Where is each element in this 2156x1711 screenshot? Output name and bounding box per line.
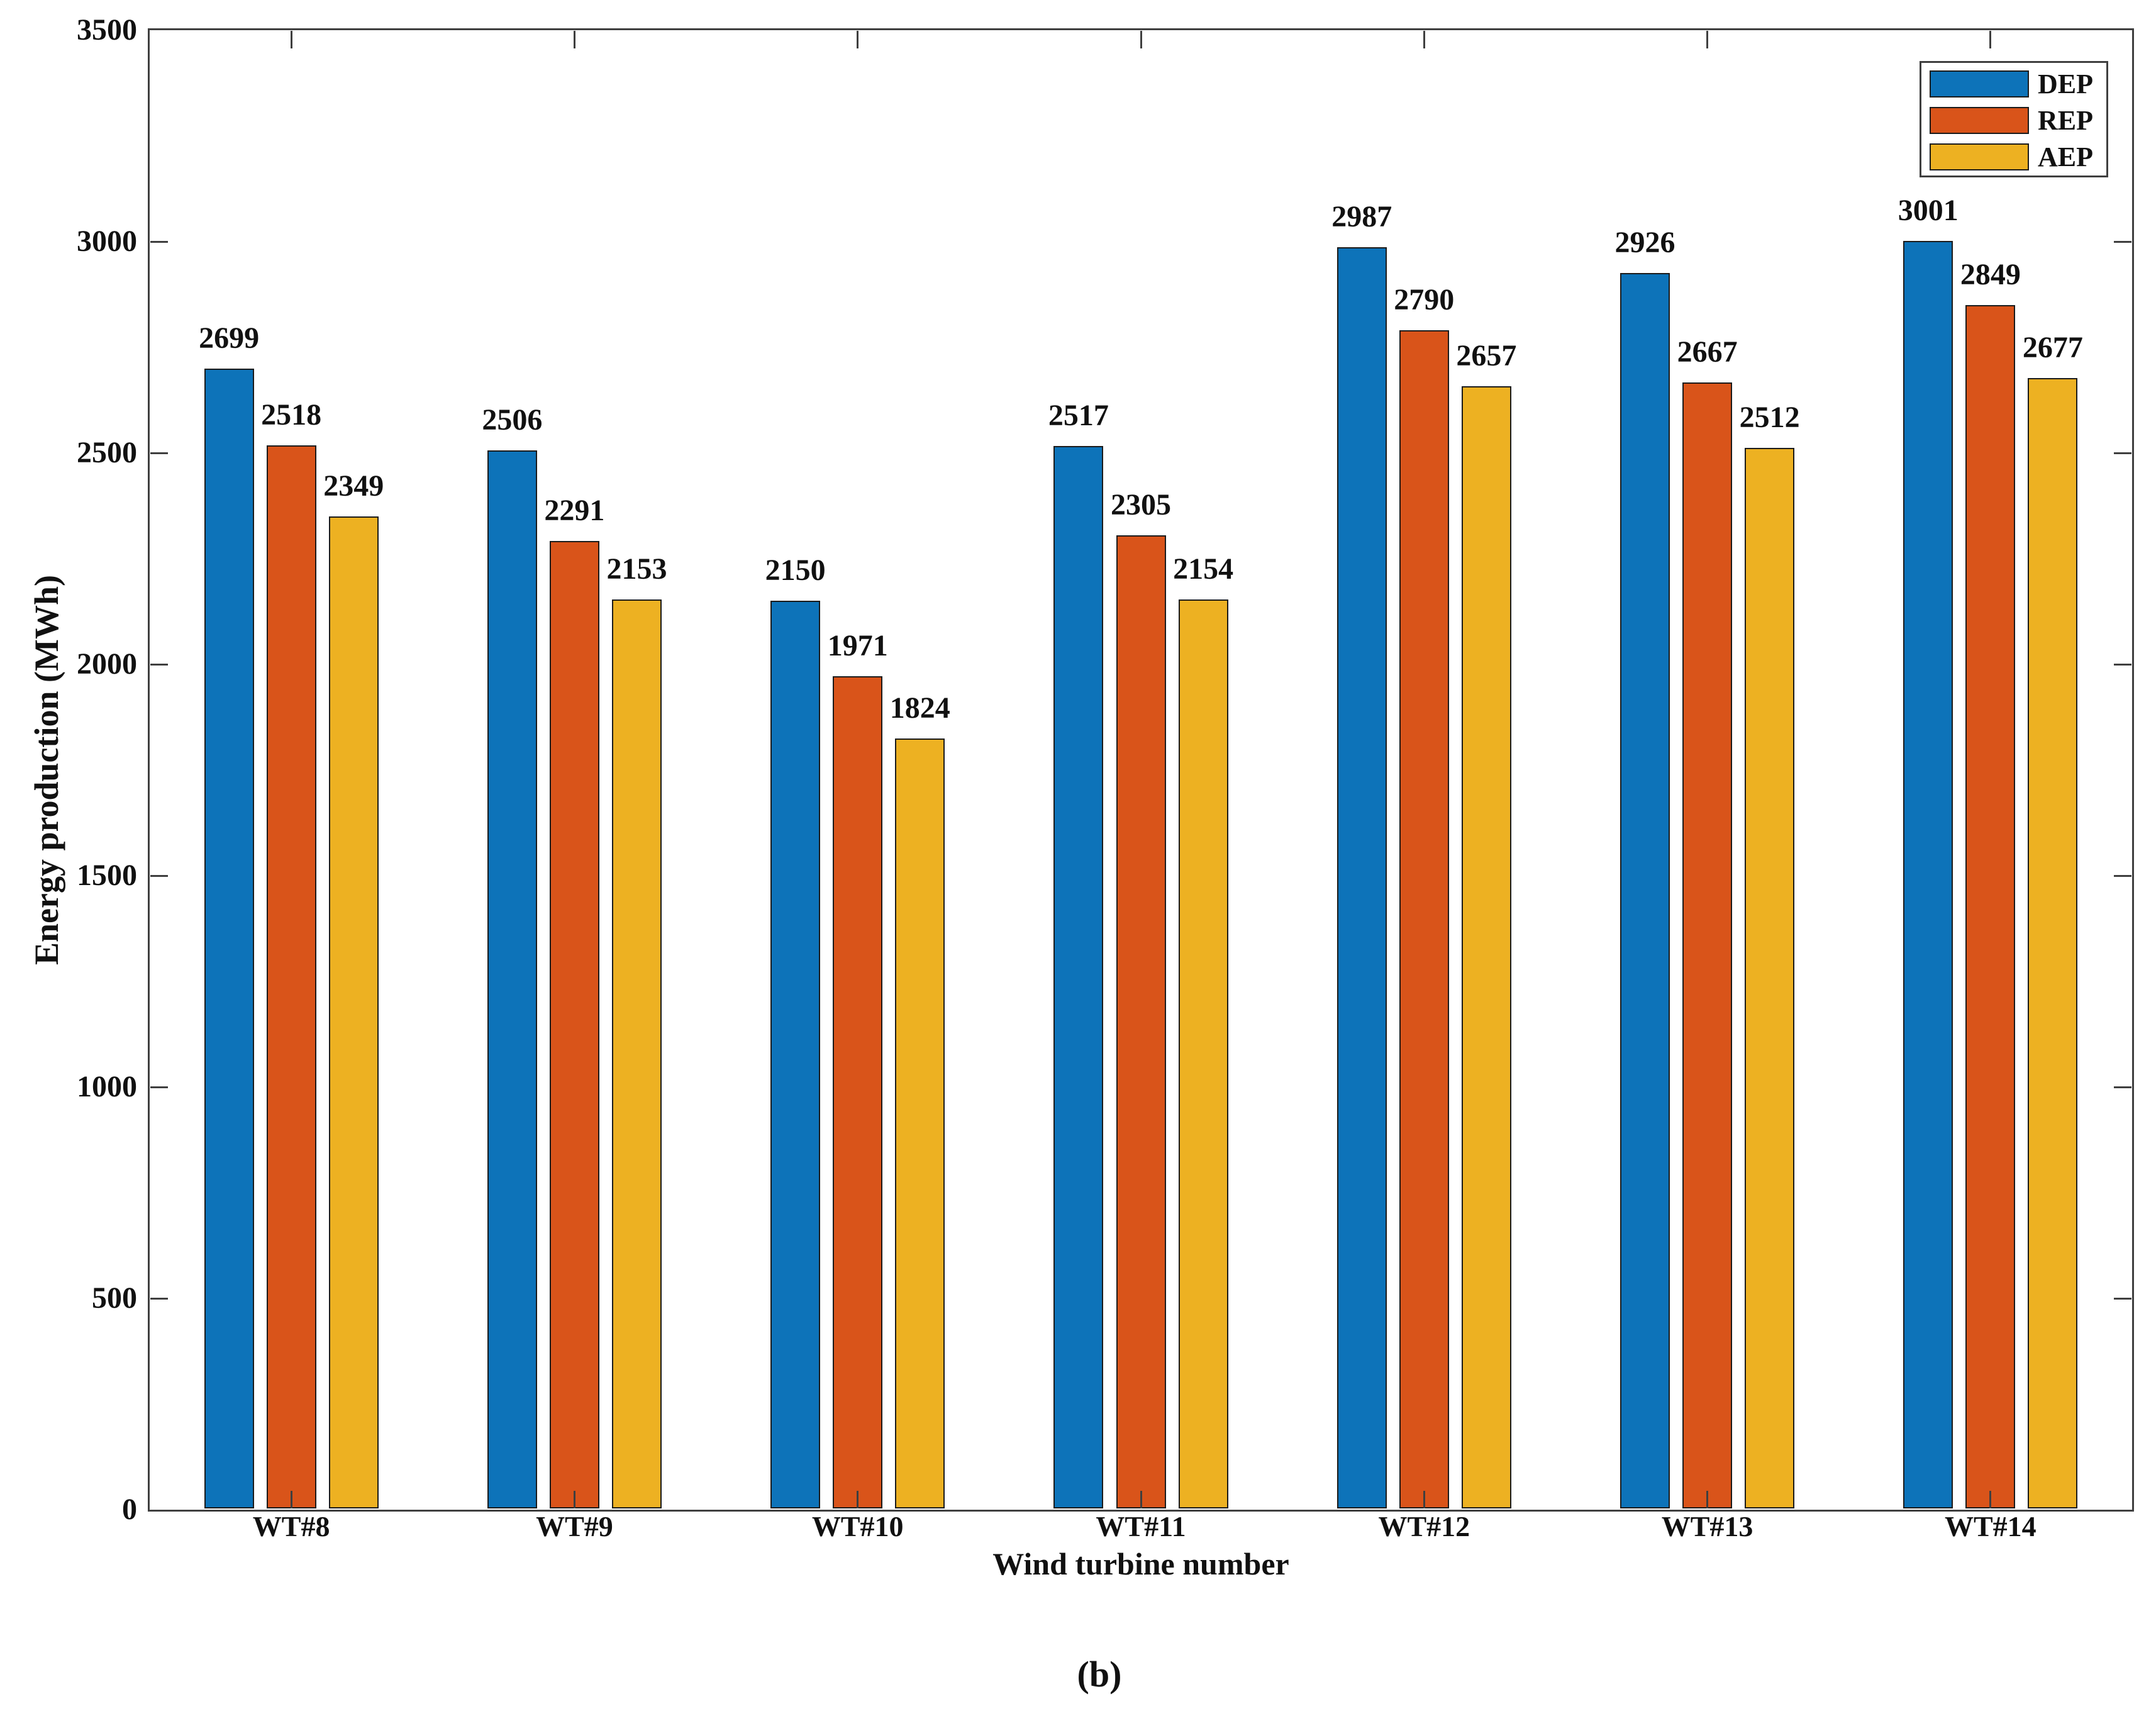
bar-value-label: 2150	[765, 554, 826, 587]
plot-area	[148, 28, 2134, 1512]
legend-swatch-rep-icon	[1930, 107, 2029, 134]
x-tick-mark	[1989, 1491, 1992, 1508]
legend-item-aep: AEP	[1921, 142, 2106, 172]
x-tick-label: WT#9	[536, 1510, 613, 1542]
x-tick-mark-top	[1423, 31, 1425, 48]
y-tick-mark	[150, 663, 168, 666]
y-tick-mark	[150, 1297, 168, 1300]
x-tick-label: WT#14	[1945, 1510, 2037, 1542]
bar-rep-wt10	[833, 676, 882, 1508]
bar-value-label: 2305	[1111, 488, 1171, 521]
bar-value-label: 3001	[1898, 194, 1959, 227]
x-tick-label: WT#11	[1096, 1510, 1186, 1542]
bar-rep-wt8	[267, 445, 316, 1508]
legend-label-dep: DEP	[2038, 69, 2093, 99]
bar-rep-wt9	[550, 541, 599, 1508]
y-tick-mark	[150, 874, 168, 877]
x-tick-mark	[1423, 1491, 1425, 1508]
y-tick-mark-right	[2114, 1086, 2131, 1088]
bar-dep-wt8	[204, 369, 254, 1508]
y-tick-mark-right	[2114, 240, 2131, 243]
x-tick-mark-top	[290, 31, 292, 48]
x-tick-label: WT#13	[1661, 1510, 1753, 1542]
bar-value-label: 1971	[827, 629, 888, 662]
legend-swatch-aep-icon	[1930, 143, 2029, 170]
bar-rep-wt14	[1965, 305, 2015, 1508]
legend-item-rep: REP	[1921, 105, 2106, 136]
x-tick-mark-top	[1989, 31, 1992, 48]
bar-aep-wt13	[1745, 448, 1794, 1508]
y-tick-label: 1000	[77, 1070, 137, 1103]
bar-value-label: 2512	[1739, 401, 1800, 434]
x-tick-mark-top	[573, 31, 575, 48]
y-tick-mark-right	[2114, 874, 2131, 877]
bar-value-label: 2657	[1456, 339, 1517, 372]
bar-value-label: 2154	[1173, 552, 1234, 586]
y-tick-mark	[150, 240, 168, 243]
bar-value-label: 2667	[1677, 335, 1738, 369]
bar-value-label: 2677	[2022, 331, 2083, 364]
bar-rep-wt12	[1399, 330, 1449, 1508]
bar-value-label: 2987	[1331, 200, 1392, 233]
bar-value-label: 2506	[482, 403, 543, 437]
bar-aep-wt9	[612, 599, 662, 1508]
y-tick-mark	[150, 452, 168, 454]
bar-value-label: 2849	[1960, 258, 2021, 291]
bar-rep-wt13	[1682, 382, 1732, 1508]
x-tick-mark	[1140, 1491, 1142, 1508]
legend-swatch-dep-icon	[1930, 70, 2029, 98]
figure-caption: (b)	[1077, 1654, 1122, 1695]
x-tick-mark	[857, 1491, 859, 1508]
bar-dep-wt10	[770, 601, 820, 1508]
y-tick-label: 2500	[77, 436, 137, 469]
x-tick-mark	[573, 1491, 575, 1508]
bar-value-label: 2349	[323, 469, 384, 503]
bar-value-label: 2153	[606, 552, 667, 586]
bar-value-label: 2518	[261, 398, 322, 432]
x-tick-label: WT#10	[811, 1510, 904, 1542]
y-tick-mark-right	[2114, 663, 2131, 666]
x-tick-mark-top	[1140, 31, 1142, 48]
x-tick-label: WT#12	[1378, 1510, 1470, 1542]
bar-aep-wt14	[2028, 378, 2077, 1508]
bar-dep-wt12	[1337, 247, 1387, 1508]
bar-aep-wt8	[329, 516, 379, 1508]
y-axis-title: Energy production (MWh)	[28, 574, 65, 966]
y-tick-label: 0	[122, 1493, 137, 1526]
y-tick-label: 3500	[77, 13, 137, 47]
bar-value-label: 1824	[889, 691, 950, 725]
bar-rep-wt11	[1116, 535, 1166, 1508]
legend-item-dep: DEP	[1921, 70, 2106, 98]
bar-dep-wt14	[1903, 241, 1953, 1508]
bar-dep-wt9	[487, 450, 537, 1508]
x-tick-mark-top	[857, 31, 859, 48]
bar-value-label: 2517	[1048, 399, 1109, 432]
legend-label-rep: REP	[2038, 105, 2093, 136]
bar-aep-wt11	[1179, 599, 1228, 1508]
y-tick-mark-right	[2114, 452, 2131, 454]
bar-aep-wt10	[895, 738, 945, 1508]
legend-label-aep: AEP	[2038, 142, 2093, 172]
bar-dep-wt11	[1053, 446, 1103, 1508]
bar-aep-wt12	[1462, 386, 1511, 1508]
y-tick-label: 2000	[77, 647, 137, 681]
bar-value-label: 2926	[1614, 226, 1675, 259]
x-tick-label: WT#8	[252, 1510, 330, 1542]
bar-dep-wt13	[1620, 273, 1670, 1508]
bar-value-label: 2699	[199, 321, 260, 355]
y-tick-mark-right	[2114, 1297, 2131, 1300]
y-tick-mark	[150, 1086, 168, 1088]
legend: DEP REP AEP	[1920, 61, 2108, 177]
y-tick-label: 500	[92, 1281, 137, 1315]
x-tick-mark-top	[1706, 31, 1709, 48]
x-tick-mark	[290, 1491, 292, 1508]
x-axis-title: Wind turbine number	[992, 1546, 1289, 1581]
y-tick-label: 1500	[77, 859, 137, 892]
bar-value-label: 2790	[1394, 283, 1455, 316]
bar-value-label: 2291	[544, 494, 605, 527]
x-tick-mark	[1706, 1491, 1709, 1508]
y-tick-label: 3000	[77, 225, 137, 258]
